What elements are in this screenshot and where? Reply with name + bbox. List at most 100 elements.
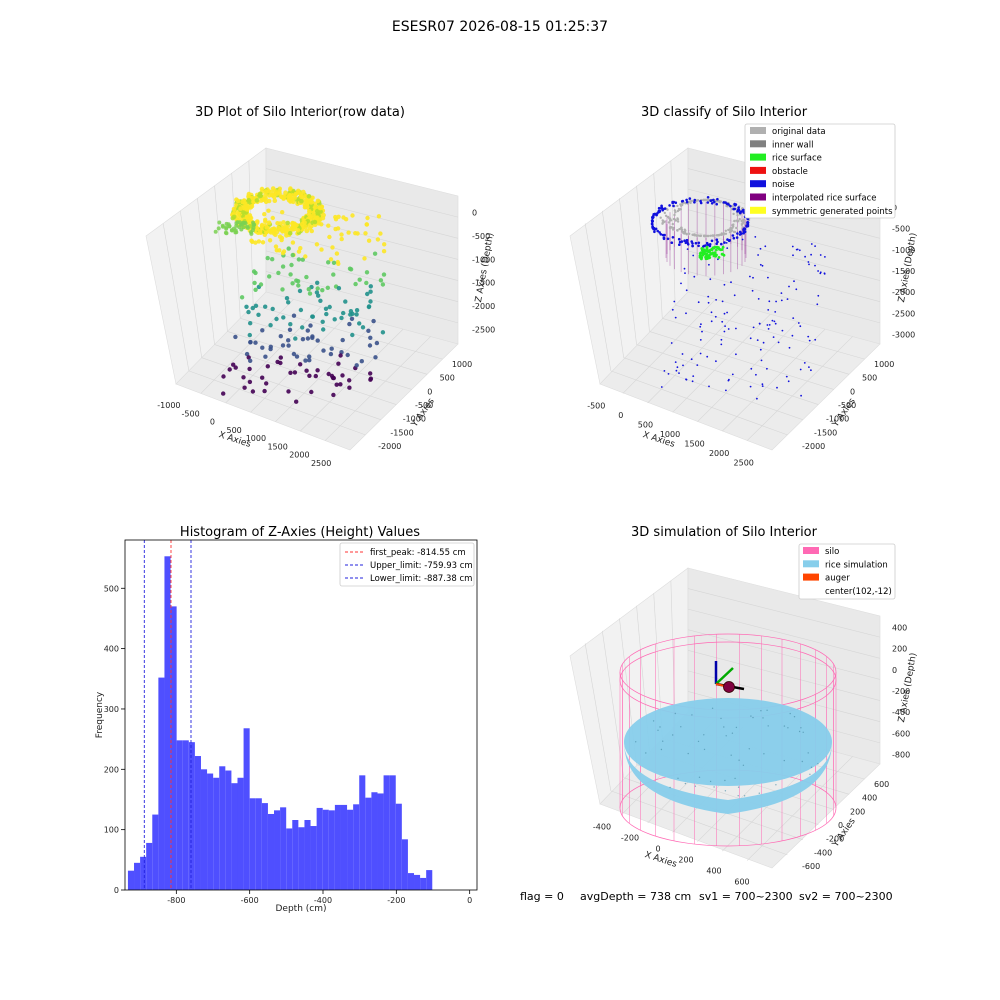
panel1-x-tick-label: -1000 [157, 401, 180, 410]
panel1-data-point [262, 212, 267, 217]
panel1-data-point [326, 371, 331, 377]
rice-surface-point [800, 727, 802, 729]
panel1-data-point [249, 238, 254, 243]
panel1-data-point [374, 340, 380, 346]
panel1-data-point [288, 186, 293, 191]
histogram-bar [395, 803, 402, 890]
panel2-data-point [720, 252, 724, 256]
panel1-data-point [231, 214, 237, 220]
panel1-data-point [238, 206, 243, 211]
panel2-data-point [791, 245, 794, 248]
panel4-y-tick-label: -400 [814, 848, 832, 857]
panel2-data-point [701, 330, 703, 333]
panel2-data-point [723, 330, 726, 333]
panel1-grid-line [197, 198, 215, 345]
panel2-data-point [730, 208, 733, 211]
panel2-data-point [759, 263, 762, 266]
panel2-data-point [766, 324, 769, 326]
panel2-data-point [653, 213, 656, 216]
panel1-data-point [244, 207, 250, 212]
panel2-data-point [731, 226, 734, 229]
panel2-legend-frame [744, 123, 896, 219]
panel2-z-tick-label: -500 [892, 225, 910, 234]
panel2-x-tick-label: 1000 [660, 430, 680, 439]
histogram-y-tick-label: 500 [104, 584, 119, 593]
panel2-data-point [799, 325, 802, 328]
panel1-data-point [253, 287, 258, 292]
panel2-data-point [720, 343, 723, 346]
panel2-data-point [706, 243, 710, 247]
panel2-data-point [729, 227, 732, 230]
panel1-data-point [291, 199, 296, 205]
panel1-data-point [331, 272, 336, 277]
panel2-data-point [757, 254, 759, 256]
panel2-data-point [823, 273, 826, 275]
panel2-data-point [726, 202, 730, 206]
histogram-bar [310, 826, 317, 890]
rice-surface-point [669, 786, 671, 789]
panel1-data-point [267, 238, 273, 243]
panel1-data-point [252, 280, 257, 286]
panel2-data-point [678, 227, 681, 231]
panel1-data-point [316, 221, 322, 226]
status-avg-depth: avgDepth = 738 cm [580, 890, 691, 903]
panel2-data-point [807, 335, 810, 338]
panel4-ylabel: Y Axies [830, 816, 858, 849]
panel1-data-point [260, 328, 265, 333]
panel1-data-point [295, 228, 301, 233]
panel1-data-point [250, 305, 255, 311]
panel1-z-tick-label: -2000 [472, 302, 495, 311]
panel2-grid-line [653, 173, 663, 319]
panel1-data-point [224, 221, 229, 226]
panel2-floor-pane [599, 291, 881, 451]
panel2-y-tick-label: -2000 [802, 442, 825, 451]
panel2-data-point [713, 251, 717, 255]
panel2-data-point [799, 368, 802, 371]
panel2-data-point [676, 220, 680, 223]
panel2-grid-line [619, 198, 637, 345]
panel2-data-point [662, 236, 666, 239]
panel1-data-point [280, 287, 285, 292]
panel2-data-point [651, 217, 654, 220]
panel1-data-point [227, 367, 232, 372]
panel1-data-point [350, 332, 355, 338]
panel1-data-point [307, 358, 312, 363]
histogram-legend: first_peak: -814.55 cm Upper_limit: -759.… [339, 542, 475, 587]
histogram-y-tick-label: 400 [104, 645, 119, 654]
panel2-data-point [705, 248, 708, 252]
histogram-bar [188, 742, 195, 890]
panel1-data-point [354, 363, 359, 368]
histogram-bar [225, 770, 232, 890]
panel1-data-point [315, 198, 321, 204]
panel2-y-tick-label: 1000 [874, 360, 894, 369]
rice-surface-point [766, 709, 768, 711]
panel2-data-point [752, 326, 755, 329]
raw-data-3d-plot: 3D Plot of Silo Interior(row data) -1000… [145, 105, 496, 468]
panel2-data-point [761, 264, 764, 267]
rice-surface-point [645, 752, 647, 754]
panel1-data-point [221, 374, 226, 379]
panel1-data-point [268, 323, 273, 328]
panel1-grid-line [214, 185, 228, 332]
panel2-grid-line [675, 304, 865, 360]
panel2-legend-swatch [750, 206, 766, 214]
panel2-data-point [736, 214, 739, 217]
panel1-data-point [295, 279, 301, 284]
panel2-data-point [698, 252, 702, 255]
panel2-data-point [732, 230, 736, 233]
panel1-data-point [335, 226, 341, 231]
panel1-data-point [239, 295, 245, 300]
panel2-data-point [657, 209, 661, 213]
panel1-data-point [278, 334, 283, 339]
panel1-data-point [328, 257, 334, 262]
panel2-data-point [671, 222, 674, 226]
panel2-data-point [758, 322, 761, 325]
panel2-data-point [742, 218, 745, 221]
panel2-data-point [700, 248, 704, 252]
panel2-data-point [657, 206, 661, 210]
panel2-data-point [697, 241, 701, 245]
histogram-bar [274, 810, 281, 890]
panel1-data-point [292, 370, 298, 375]
rice-surface-top [624, 698, 832, 786]
panel1-data-point [339, 236, 344, 242]
